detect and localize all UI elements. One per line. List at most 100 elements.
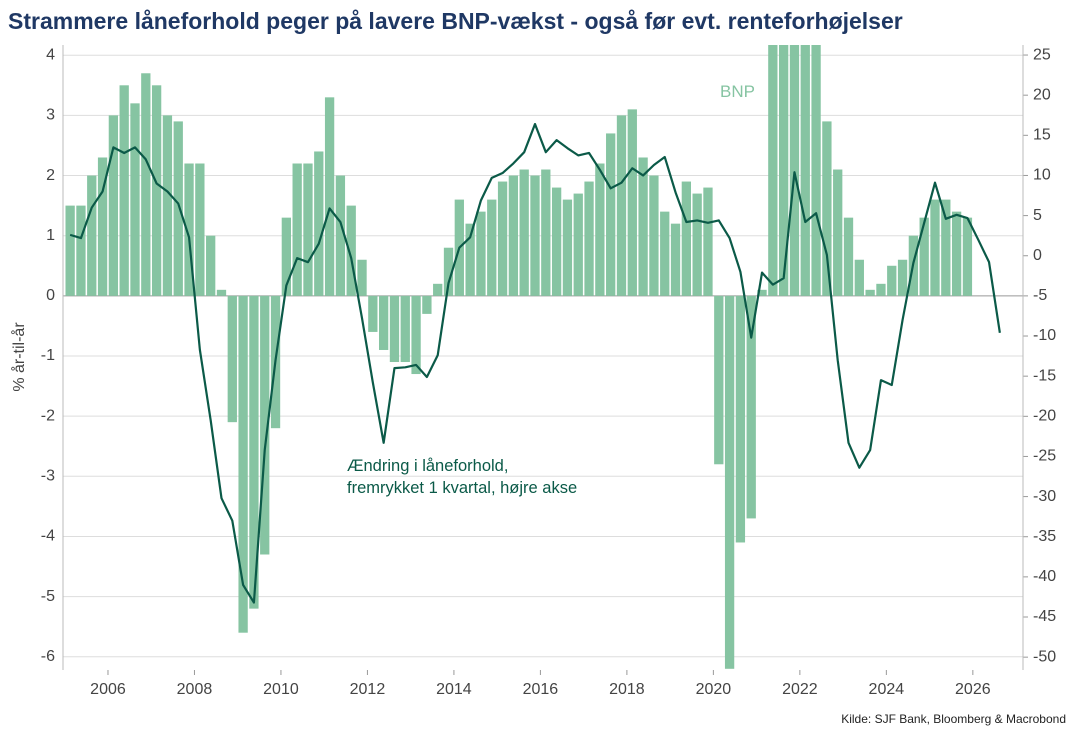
bar: [346, 205, 356, 296]
bar: [443, 247, 454, 296]
bar: [389, 295, 400, 363]
y2-tick-label: -25: [1033, 448, 1056, 465]
y2-tick-label: 5: [1033, 207, 1042, 224]
y2-tick-label: -30: [1033, 488, 1056, 505]
bar: [843, 217, 854, 296]
bar: [714, 295, 724, 465]
y2-tick-label: -5: [1033, 287, 1047, 304]
bar: [400, 295, 410, 363]
bar: [584, 181, 594, 296]
bar: [357, 259, 367, 296]
bar: [497, 181, 508, 296]
y2-tick-label: -40: [1033, 568, 1056, 585]
bar: [595, 163, 605, 296]
bar: [476, 211, 486, 296]
y-tick-label: 0: [46, 287, 55, 304]
y2-tick-label: -15: [1033, 367, 1056, 384]
y-tick-label: -2: [41, 407, 55, 424]
bar: [692, 193, 702, 296]
bar: [487, 199, 497, 296]
bar: [703, 187, 713, 296]
bar: [757, 289, 767, 296]
source: Kilde: SJF Bank, Bloomberg & Macrobond: [841, 712, 1066, 726]
bar: [735, 295, 746, 543]
bar: [292, 163, 302, 296]
bar: [562, 199, 573, 296]
bar: [930, 199, 940, 296]
bar: [800, 45, 810, 296]
bar: [368, 295, 378, 332]
bar: [854, 259, 864, 296]
y2-tick-label: 15: [1033, 127, 1051, 144]
y2-tick-label: -10: [1033, 327, 1056, 344]
bar: [249, 295, 259, 609]
y-tick-label: -1: [41, 347, 55, 364]
bar: [238, 295, 248, 633]
bar: [811, 45, 821, 296]
bar: [962, 217, 973, 296]
bar: [530, 175, 540, 296]
y-tick-label: 1: [46, 227, 55, 244]
bar: [606, 133, 616, 296]
bar: [260, 295, 270, 555]
bar: [616, 115, 627, 296]
bar: [865, 289, 875, 296]
bar: [746, 295, 756, 519]
y-tick-label: 4: [46, 46, 55, 63]
bar: [76, 205, 86, 296]
bar: [627, 109, 637, 296]
bar: [660, 211, 670, 296]
bar: [87, 175, 97, 296]
series-label: Ændring i låneforhold, fremrykket 1 kvar…: [347, 457, 578, 497]
bar: [379, 295, 389, 350]
bar: [119, 85, 129, 296]
y2-tick-label: -45: [1033, 608, 1056, 625]
chart-title: Strammere låneforhold peger på lavere BN…: [8, 8, 903, 34]
series-label: BNP: [720, 82, 755, 101]
bar: [638, 157, 648, 296]
bar: [573, 193, 583, 296]
bar: [649, 175, 659, 296]
bar: [216, 289, 227, 296]
y2-tick-label: -20: [1033, 408, 1056, 425]
x-tick-label: 2012: [350, 681, 386, 698]
bar: [151, 85, 162, 296]
x-tick-label: 2022: [782, 681, 818, 698]
plot: [65, 45, 1001, 669]
y-tick-label: 2: [46, 167, 55, 184]
bar: [897, 259, 908, 296]
line: [69, 122, 1001, 604]
bar: [519, 169, 529, 296]
x-tick-label: 2006: [90, 681, 126, 698]
bar: [465, 223, 475, 296]
bar: [779, 45, 789, 296]
bar: [876, 283, 886, 296]
bar: [433, 283, 443, 296]
bar: [303, 163, 313, 296]
bar: [941, 199, 951, 296]
y-tick-label: 3: [46, 107, 55, 124]
y-axis-label: % år-til-år: [10, 322, 28, 392]
bar: [184, 163, 194, 296]
bar: [768, 45, 778, 296]
y-tick-label: -3: [41, 468, 55, 485]
bar: [195, 163, 205, 296]
bar: [508, 175, 519, 296]
x-tick-label: 2018: [609, 681, 645, 698]
bar: [281, 217, 291, 296]
x-tick-label: 2008: [177, 681, 213, 698]
bar: [227, 295, 237, 423]
bar: [724, 295, 735, 669]
bar: [206, 235, 216, 296]
y2-tick-label: -50: [1033, 648, 1056, 665]
x-tick-label: 2020: [696, 681, 732, 698]
bar: [951, 211, 962, 296]
x-tick-label: 2016: [523, 681, 559, 698]
bar: [833, 169, 843, 296]
bar: [670, 223, 681, 296]
bar: [324, 97, 335, 296]
y2-tick-label: 0: [1033, 247, 1042, 264]
bar: [789, 45, 800, 296]
